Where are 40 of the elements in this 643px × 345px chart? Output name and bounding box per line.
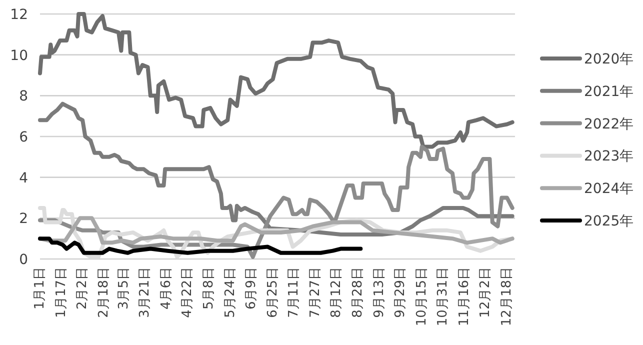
x-tick-label: 10月31日 <box>436 267 451 326</box>
x-tick-label: 5月8日 <box>201 267 216 310</box>
x-tick-label: 6月25日 <box>265 267 280 318</box>
x-tick-label: 2月2日 <box>75 267 90 310</box>
x-tick-label: 4月22日 <box>180 267 196 318</box>
line-series <box>38 216 514 245</box>
x-tick-label: 6月9日 <box>244 267 260 310</box>
legend-label: 2021年 <box>584 84 634 100</box>
x-tick-label: 9月13日 <box>372 267 387 318</box>
legend-label: 2025年 <box>584 214 634 230</box>
x-tick-label: 1月1日 <box>32 267 48 310</box>
x-tick-label: 7月27日 <box>308 267 323 318</box>
line-series <box>38 144 514 259</box>
line-series <box>38 236 363 255</box>
x-tick-label: 3月5日 <box>116 267 132 310</box>
x-tick-label: 8月28日 <box>350 267 366 318</box>
legend-label: 2024年 <box>584 181 634 198</box>
x-tick-label: 7月11日 <box>286 267 302 318</box>
legend-label: 2023年 <box>584 148 634 165</box>
x-tick-label: 8月12日 <box>329 267 344 318</box>
y-tick-label: 0 <box>19 252 28 268</box>
x-tick-label: 1月17日 <box>54 267 69 318</box>
x-tick-label: 9月29日 <box>393 267 408 318</box>
x-tick-label: 3月21日 <box>138 267 153 318</box>
x-tick-label: 12月2日 <box>478 267 494 318</box>
x-tick-label: 5月24日 <box>222 267 238 318</box>
x-tick-label: 12月18日 <box>500 267 515 326</box>
y-tick-label: 2 <box>19 211 28 228</box>
x-tick-label: 2月18日 <box>96 267 112 318</box>
x-tick-label: 4月6日 <box>158 267 174 310</box>
legend-label: 2020年 <box>584 52 634 68</box>
x-tick-label: 10月15日 <box>414 267 430 326</box>
y-tick-label: 4 <box>19 170 28 186</box>
y-tick-label: 6 <box>19 130 28 146</box>
x-tick-label: 11月16日 <box>456 267 472 326</box>
line-series <box>38 12 514 149</box>
legend-label: 2022年 <box>584 116 634 132</box>
y-tick-label: 12 <box>10 7 28 23</box>
y-tick-label: 8 <box>19 88 28 105</box>
y-tick-label: 10 <box>10 48 28 64</box>
